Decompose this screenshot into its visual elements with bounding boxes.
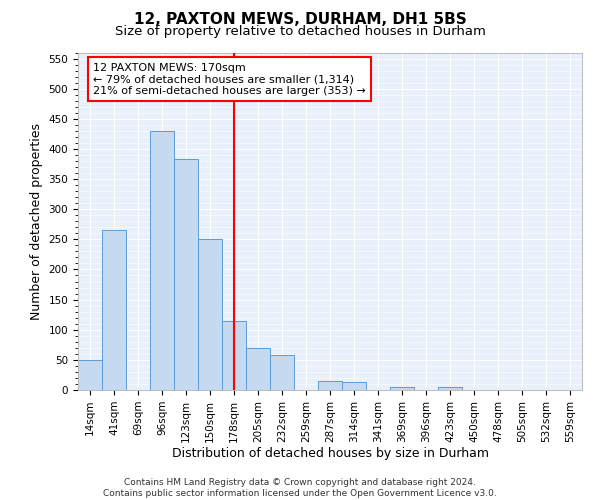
- Bar: [198, 240, 222, 390]
- Bar: [438, 387, 462, 390]
- Bar: [390, 387, 414, 390]
- Text: 12, PAXTON MEWS, DURHAM, DH1 5BS: 12, PAXTON MEWS, DURHAM, DH1 5BS: [134, 12, 466, 28]
- Bar: [150, 131, 174, 390]
- Text: 12 PAXTON MEWS: 170sqm
← 79% of detached houses are smaller (1,314)
21% of semi-: 12 PAXTON MEWS: 170sqm ← 79% of detached…: [93, 62, 366, 96]
- Bar: [102, 230, 126, 390]
- Bar: [222, 320, 246, 390]
- Bar: [270, 355, 294, 390]
- Bar: [342, 382, 366, 390]
- Bar: [318, 381, 342, 390]
- Text: Contains HM Land Registry data © Crown copyright and database right 2024.
Contai: Contains HM Land Registry data © Crown c…: [103, 478, 497, 498]
- Bar: [246, 348, 270, 390]
- X-axis label: Distribution of detached houses by size in Durham: Distribution of detached houses by size …: [172, 448, 488, 460]
- Bar: [174, 159, 198, 390]
- Text: Size of property relative to detached houses in Durham: Size of property relative to detached ho…: [115, 25, 485, 38]
- Y-axis label: Number of detached properties: Number of detached properties: [30, 122, 43, 320]
- Bar: [78, 360, 102, 390]
